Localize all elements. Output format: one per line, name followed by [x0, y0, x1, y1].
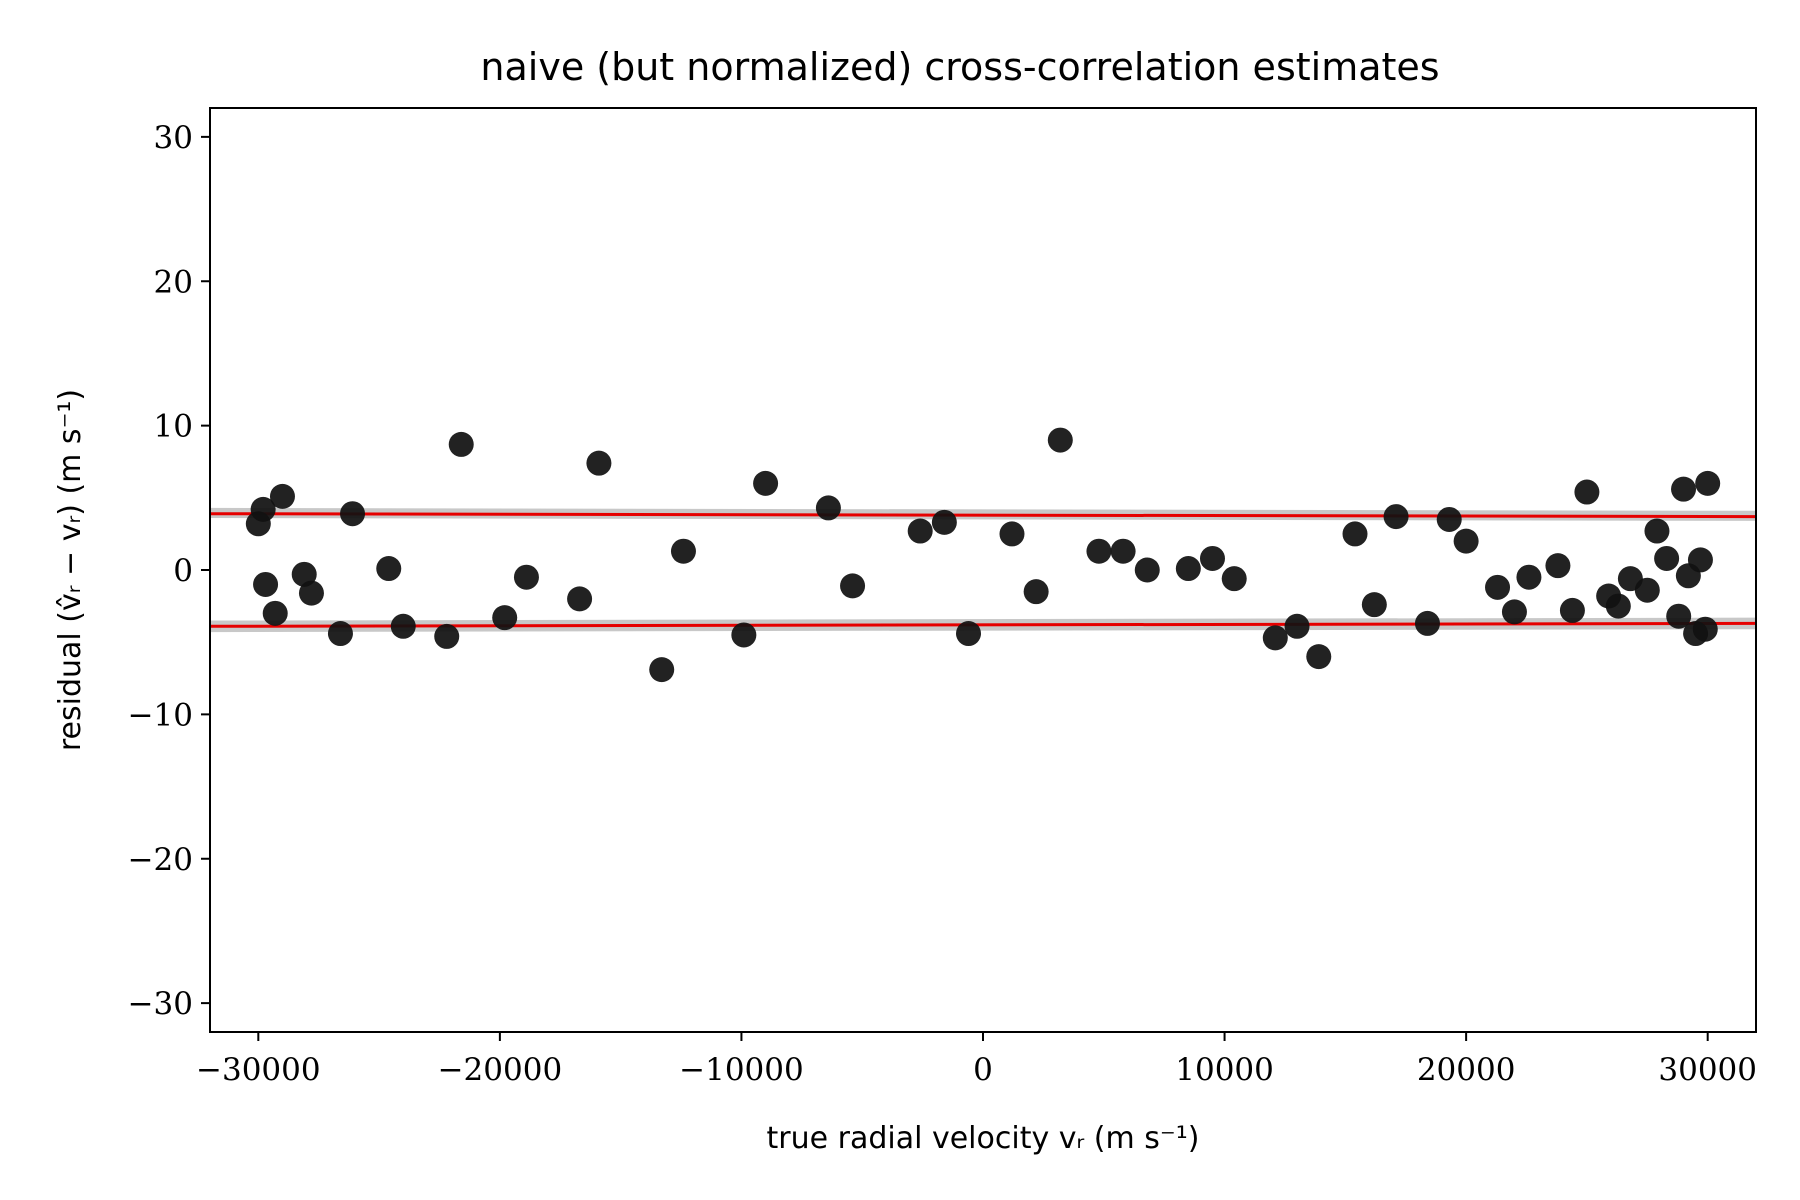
chart-title: naive (but normalized) cross-correlation…: [480, 45, 1439, 89]
data-point: [1284, 613, 1310, 639]
data-point: [1634, 577, 1660, 603]
data-point: [262, 600, 288, 626]
x-tick-label: −10000: [679, 1052, 804, 1088]
data-point: [931, 509, 957, 535]
data-point: [840, 573, 866, 599]
y-tick-label: −30: [128, 986, 193, 1022]
y-tick-label: −20: [128, 842, 193, 878]
data-point: [1453, 528, 1479, 554]
data-point: [1671, 476, 1697, 502]
x-axis-ticks: −30000 −20000 −10000 0 10000 20000 30000: [196, 1032, 1757, 1088]
y-axis-ticks: −30 −20 −10 0 10 20 30: [128, 120, 210, 1022]
data-point: [815, 495, 841, 521]
x-tick-label: 20000: [1417, 1052, 1516, 1088]
x-tick-label: −30000: [196, 1052, 321, 1088]
data-point: [1110, 538, 1136, 564]
data-point: [1666, 603, 1692, 629]
y-tick-label: 20: [154, 264, 193, 300]
data-point: [753, 470, 779, 496]
envelope-lines: [209, 512, 1757, 628]
data-point: [1342, 521, 1368, 547]
data-point: [250, 496, 276, 522]
y-tick-label: −10: [128, 697, 193, 733]
data-point: [434, 623, 460, 649]
data-point: [1687, 547, 1713, 573]
data-point: [1692, 616, 1718, 642]
data-point: [1654, 545, 1680, 571]
x-tick-label: −20000: [438, 1052, 563, 1088]
data-point: [956, 621, 982, 647]
data-point: [327, 621, 353, 647]
data-point: [670, 538, 696, 564]
y-axis-label: residual (v̂ᵣ − vᵣ) (m s⁻¹): [53, 389, 88, 751]
data-point: [1574, 479, 1600, 505]
data-point: [1559, 597, 1585, 623]
data-point: [513, 564, 539, 590]
data-point: [1383, 504, 1409, 530]
y-tick-label: 10: [154, 409, 193, 445]
data-points: [245, 427, 1721, 683]
data-point: [567, 586, 593, 612]
data-point: [492, 605, 518, 631]
data-point: [1262, 625, 1288, 651]
x-axis-label: true radial velocity vᵣ (m s⁻¹): [767, 1121, 1200, 1156]
y-tick-label: 0: [173, 553, 193, 589]
data-point: [907, 518, 933, 544]
data-point: [340, 501, 366, 527]
data-point: [731, 622, 757, 648]
data-point: [999, 521, 1025, 547]
data-point: [1436, 506, 1462, 532]
data-point: [1023, 579, 1049, 605]
data-point: [1134, 557, 1160, 583]
y-tick-label: 30: [154, 120, 193, 156]
x-tick-label: 30000: [1658, 1052, 1757, 1088]
upper-envelope-line: [209, 512, 1757, 519]
data-point: [448, 431, 474, 457]
data-point: [390, 613, 416, 639]
data-point: [269, 483, 295, 509]
data-point: [1086, 538, 1112, 564]
data-point: [586, 450, 612, 476]
data-point: [1485, 574, 1511, 600]
data-point: [1047, 427, 1073, 453]
data-point: [1501, 599, 1527, 625]
data-point: [298, 580, 324, 606]
data-point: [1361, 592, 1387, 618]
x-tick-label: 10000: [1175, 1052, 1274, 1088]
data-point: [1306, 644, 1332, 670]
data-point: [253, 571, 279, 597]
data-point: [1175, 556, 1201, 582]
data-point: [649, 657, 675, 683]
data-point: [291, 561, 317, 587]
data-point: [1199, 545, 1225, 571]
data-point: [1644, 518, 1670, 544]
x-tick-label: 0: [973, 1052, 993, 1088]
data-point: [1414, 610, 1440, 636]
data-point: [1605, 593, 1631, 619]
data-point: [1221, 566, 1247, 592]
data-point: [376, 556, 402, 582]
data-point: [1545, 553, 1571, 579]
lower-envelope-line: [209, 621, 1757, 628]
data-point: [1516, 564, 1542, 590]
data-point: [1695, 470, 1721, 496]
